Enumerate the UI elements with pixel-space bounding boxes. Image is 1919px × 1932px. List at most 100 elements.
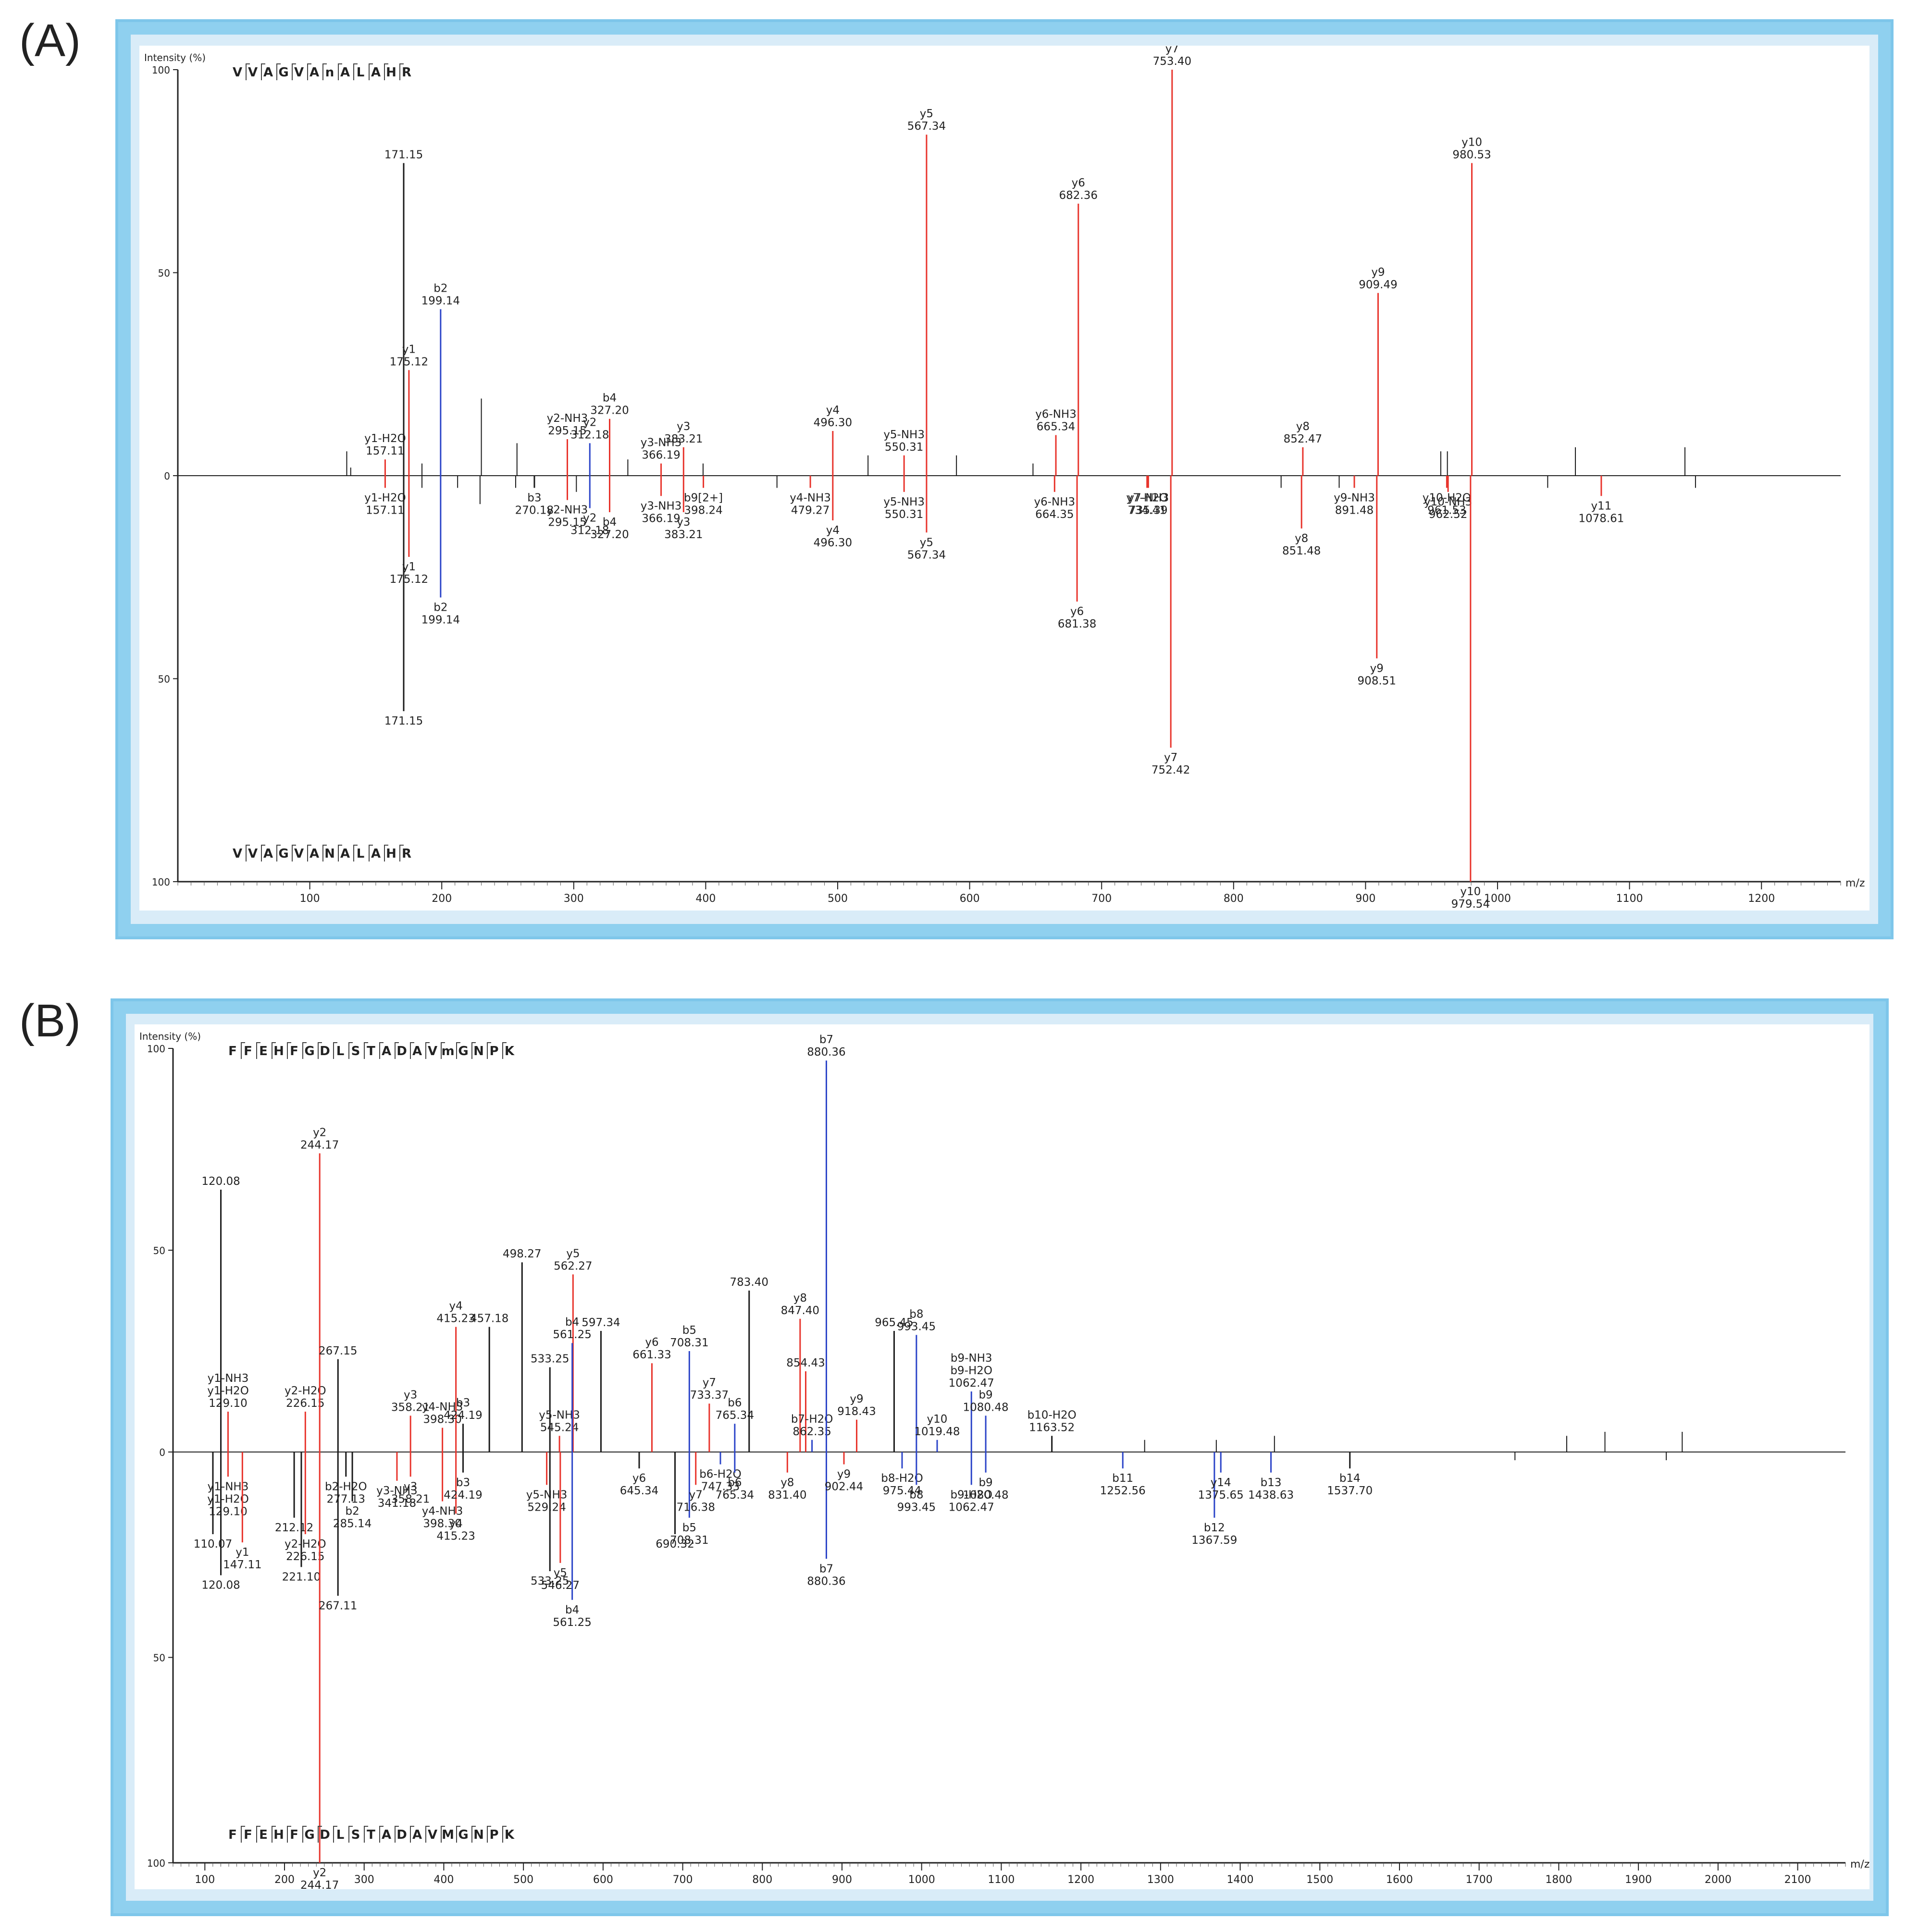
top-peak-label: y2-NH3 [547,412,588,425]
top-peak-label: y5 [566,1247,580,1260]
bottom-peak-label: 902.44 [825,1481,863,1493]
bottom-peak-label: y10 [1460,886,1481,898]
bottom-peak-label: 645.34 [620,1485,658,1497]
fragment-bracket [246,63,250,80]
x-tick-label: 200 [274,1874,295,1886]
top-peak-label: 562.27 [554,1260,592,1272]
top-peak-label: 682.36 [1059,189,1098,202]
bottom-peak-label: 1438.63 [1248,1489,1294,1501]
sequence-residue: V [294,847,304,861]
sequence-residue: P [489,1828,498,1842]
bottom-peak-label: 735.39 [1129,504,1167,517]
sequence-residue: L [336,1828,345,1842]
top-peak-label: 327.20 [590,405,629,417]
x-tick-label: 800 [1224,893,1244,905]
top-peak-label: 496.30 [814,417,852,429]
bottom-peak-label: 1252.56 [1100,1485,1146,1497]
bottom-peak-label: b6 [728,1477,742,1489]
fragment-bracket [471,1826,476,1843]
bottom-peak-label: y7 [689,1489,703,1501]
fragment-bracket [256,1826,260,1843]
bottom-peak-label: y6 [1070,605,1084,618]
sequence-residue: T [367,1044,375,1058]
sequence-residue: H [386,65,396,80]
x-tick-label: 1900 [1625,1874,1652,1886]
x-axis-label: m/z [1845,877,1865,889]
fragment-bracket [287,1826,291,1843]
sequence-residue: m [441,1044,454,1058]
bottom-peak-label: b2-H2O [325,1480,367,1493]
x-tick-label: 100 [300,893,320,905]
sequence-residue: F [290,1828,298,1842]
sequence-residue: n [325,65,334,80]
sequence-residue: A [263,847,273,861]
fragment-bracket [322,845,327,861]
bottom-peak-label: y1 [235,1546,249,1559]
fragment-bracket [379,1042,384,1059]
fragment-bracket [353,845,358,861]
fragment-bracket [318,1042,322,1059]
sequence-residue: A [340,847,350,861]
top-peak-label: b6 [728,1397,742,1409]
sequence-residue: A [382,1828,391,1842]
bottom-peak-label: y4 [449,1517,463,1530]
fragment-bracket [241,1042,245,1059]
fragment-bracket [276,845,281,861]
sequence-residue: R [402,847,411,861]
bottom-peak-label: b11 [1112,1472,1133,1485]
fragment-bracket [456,1042,460,1059]
panel-a-label: (A) [19,15,81,66]
top-peak-label: 862.35 [792,1426,831,1438]
fragment-bracket [399,845,404,861]
top-peak-label: b8 [909,1308,923,1320]
top-peak-label: 157.11 [366,445,404,457]
bottom-peak-label: 851.48 [1282,545,1321,557]
y-tick-label: 0 [159,1447,165,1458]
fragment-bracket [369,63,373,80]
top-peak-label: 1062.47 [949,1377,994,1390]
fragment-bracket [502,1826,507,1843]
top-peak-label: 199.14 [421,295,460,308]
bottom-peak-label: y3 [404,1480,417,1493]
fragment-bracket [302,1042,307,1059]
bottom-peak-label: b7 [819,1563,833,1575]
sequence-residue: A [371,847,381,861]
bottom-peak-label: 147.11 [223,1559,261,1571]
bottom-peak-label: y4-NH3 [422,1505,463,1518]
top-peak-label: 980.53 [1452,148,1491,161]
fragment-bracket [384,845,388,861]
fragment-bracket [364,1042,368,1059]
bottom-peak-label: 550.31 [885,508,923,521]
bottom-peak-label: y3 [677,516,690,529]
bottom-peak-label: y4 [826,524,840,537]
sequence-residue: A [310,65,319,80]
x-tick-label: 2100 [1784,1874,1811,1886]
bottom-peak-label: y2 [583,512,596,525]
sequence-residue: R [402,65,411,80]
fragment-bracket [399,63,404,80]
top-peak-label: 1163.52 [1029,1421,1075,1434]
bottom-peak-label: b2 [345,1505,359,1518]
sequence-residue: G [458,1044,468,1058]
bottom-peak-label: b14 [1339,1472,1361,1485]
top-peak-label: 498.27 [503,1248,541,1260]
top-peak-label: y3 [677,420,690,433]
top-peak-label: 1019.48 [914,1426,960,1438]
sequence-residue: V [428,1044,437,1058]
fragment-bracket [246,845,250,861]
fragment-bracket [502,1042,507,1059]
x-tick-label: 1800 [1545,1874,1572,1886]
top-peak-label: y1 [402,343,416,356]
top-peak-label: 171.15 [384,148,423,161]
sequence-residue: D [396,1044,407,1058]
sequence-residue: G [278,65,288,80]
bottom-peak-label: 171.15 [384,715,423,727]
fragment-bracket [441,1042,445,1059]
top-peak-label: y10 [927,1413,948,1426]
bottom-peak-label: y2-NH3 [547,504,588,517]
bottom-peak-label: 1537.70 [1327,1485,1373,1497]
bottom-peak-label: 175.12 [390,573,428,586]
top-peak-label: b5 [682,1324,696,1337]
x-tick-label: 1100 [1616,893,1643,905]
bottom-peak-label: y9-NH3 [1334,492,1375,504]
